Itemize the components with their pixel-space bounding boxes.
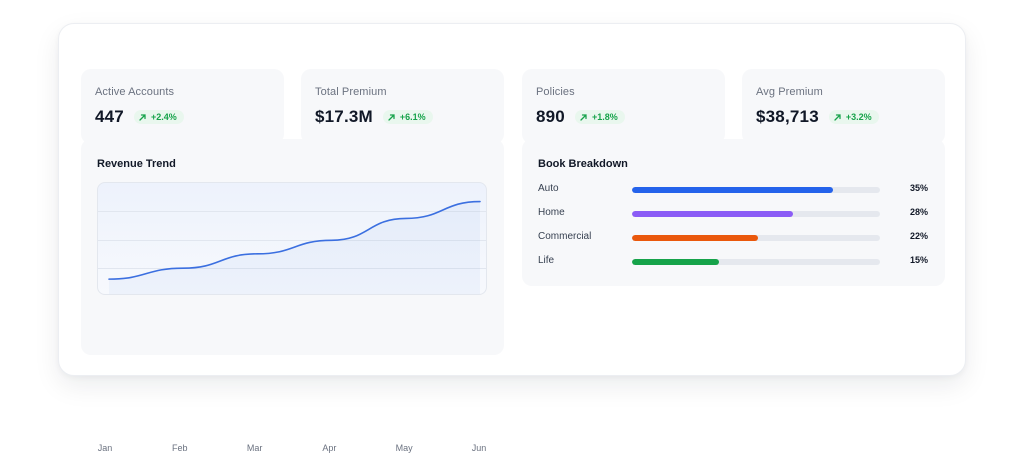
trend-badge: +3.2%: [828, 110, 879, 124]
breakdown-track: [632, 259, 880, 265]
revenue-trend-panel: Revenue Trend Jan Feb Mar Apr May Jun: [81, 139, 504, 453]
trend-value: +3.2%: [845, 112, 872, 122]
stat-label: Avg Premium: [756, 86, 823, 98]
revenue-line: [108, 200, 481, 280]
arrow-up-right-icon: [834, 113, 841, 121]
breakdown-fill: [632, 187, 833, 193]
x-tick-label: Jun: [471, 443, 487, 453]
breakdown-label: Commercial: [538, 231, 592, 242]
stat-card-active-accounts[interactable]: Active Accounts 447 +2.4%: [81, 69, 284, 144]
trend-badge: +2.4%: [133, 110, 184, 124]
trend-value: +6.1%: [399, 112, 426, 122]
breakdown-percent: 28%: [909, 207, 928, 217]
trend-badge: +1.8%: [574, 110, 625, 124]
revenue-area: [109, 201, 480, 294]
x-tick-label: Feb: [172, 443, 188, 453]
breakdown-percent: 15%: [909, 255, 928, 265]
stat-card-total-premium[interactable]: Total Premium $17.3M +6.1%: [301, 69, 504, 144]
x-tick-label: Mar: [246, 443, 263, 453]
breakdown-track: [632, 235, 880, 241]
breakdown-row-home[interactable]: Home 28%: [538, 207, 930, 221]
breakdown-label: Home: [538, 207, 565, 218]
stat-label: Policies: [536, 86, 575, 98]
breakdown-percent: 22%: [909, 231, 928, 241]
stat-value: 447: [95, 107, 124, 126]
trend-value: +2.4%: [150, 112, 177, 122]
panel-title: Book Breakdown: [538, 158, 628, 170]
stat-card-policies[interactable]: Policies 890 +1.8%: [522, 69, 725, 144]
revenue-chart[interactable]: [97, 182, 487, 295]
stat-card-avg-premium[interactable]: Avg Premium $38,713 +3.2%: [742, 69, 945, 144]
breakdown-label: Life: [538, 255, 555, 266]
trend-badge: +6.1%: [382, 110, 433, 124]
stat-value: $17.3M: [315, 107, 373, 126]
x-axis: Jan Feb Mar Apr May Jun: [97, 443, 489, 457]
x-tick-label: Apr: [322, 443, 337, 453]
stat-value: 890: [536, 107, 565, 126]
breakdown-row-life[interactable]: Life 15%: [538, 255, 930, 269]
arrow-up-right-icon: [580, 113, 587, 121]
x-tick-label: Jan: [97, 443, 113, 453]
x-tick-label: May: [395, 443, 413, 453]
breakdown-track: [632, 211, 880, 217]
arrow-up-right-icon: [388, 113, 395, 121]
breakdown-percent: 35%: [909, 183, 928, 193]
stat-value: $38,713: [756, 107, 819, 126]
trend-value: +1.8%: [591, 112, 618, 122]
breakdown-track: [632, 187, 880, 193]
stat-label: Active Accounts: [95, 86, 175, 98]
panel-title: Revenue Trend: [97, 158, 176, 170]
revenue-chart-plot: [98, 200, 486, 294]
arrow-up-right-icon: [139, 113, 146, 121]
breakdown-fill: [632, 259, 719, 265]
dashboard-card: Active Accounts 447 +2.4% Total Premium …: [58, 23, 966, 453]
breakdown-fill: [632, 235, 759, 241]
stat-label: Total Premium: [315, 86, 387, 98]
breakdown-fill: [632, 211, 794, 217]
book-breakdown-panel: Book Breakdown Auto 35% Home 28% Commerc…: [522, 139, 945, 286]
breakdown-row-commercial[interactable]: Commercial 22%: [538, 231, 930, 245]
breakdown-label: Auto: [538, 183, 559, 194]
breakdown-row-auto[interactable]: Auto 35%: [538, 183, 930, 197]
